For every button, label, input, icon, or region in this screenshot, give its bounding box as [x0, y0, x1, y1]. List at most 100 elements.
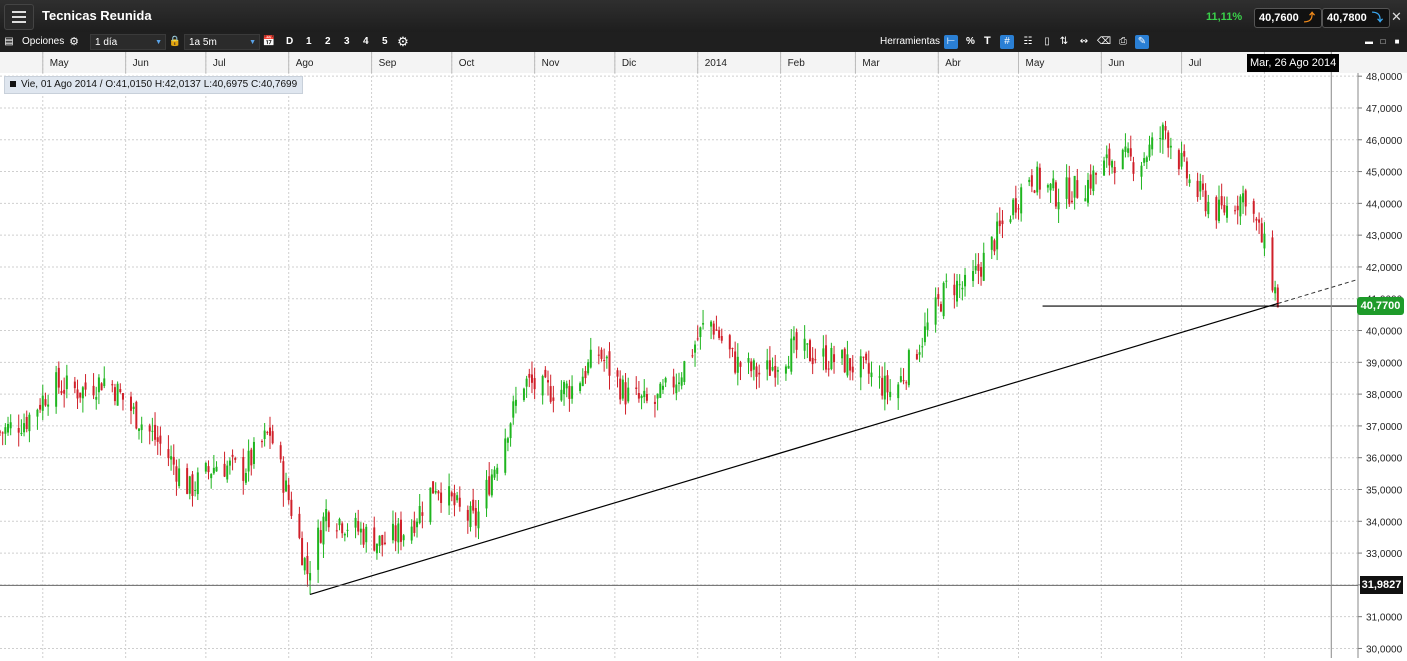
candle-body	[151, 430, 154, 432]
candle-body	[514, 399, 517, 406]
candle-tool-icon[interactable]: ▯	[1044, 36, 1050, 47]
candle-body	[178, 468, 181, 487]
candle-body	[712, 323, 715, 335]
print-icon[interactable]: ⎙	[1119, 36, 1127, 47]
candle-body	[210, 473, 213, 479]
candle-body	[849, 358, 852, 371]
price-chart[interactable]: May Jun Jul Ago Sep Oct Nov Dic 2014 Feb Mar Abr May…	[0, 52, 1407, 661]
close-icon[interactable]: ✕	[1391, 9, 1402, 24]
maximize-icon[interactable]: ■	[1394, 37, 1400, 46]
candle-body	[899, 376, 902, 382]
candle-body	[488, 476, 491, 495]
series-marker-icon	[10, 81, 16, 88]
candle-body	[568, 385, 571, 399]
candle-body	[977, 264, 980, 271]
candle-body	[1140, 165, 1143, 177]
indicator-tool-icon[interactable]: ↭	[1079, 36, 1089, 47]
candle-body	[346, 529, 349, 531]
gear-icon[interactable]: ⚙	[69, 36, 79, 48]
candle-body	[1030, 175, 1033, 187]
candle-body	[95, 396, 98, 400]
candle-body	[1215, 197, 1218, 221]
candle-body	[926, 322, 929, 330]
sell-price-button[interactable]: 40,7600 ⤴	[1254, 8, 1322, 28]
timeframe-select[interactable]: 1 día ▼	[90, 34, 166, 50]
candle-body	[1180, 152, 1183, 167]
minimize-icon[interactable]: ▬	[1365, 37, 1373, 46]
candle-body	[1274, 287, 1277, 294]
candle-body	[1255, 218, 1258, 221]
percent-tool[interactable]: %	[966, 36, 975, 47]
candle-body	[541, 376, 544, 396]
candle-body	[247, 450, 250, 472]
menu-icon[interactable]	[4, 4, 34, 30]
candle-body	[846, 354, 849, 376]
candle-body	[878, 376, 881, 378]
candle-body	[1132, 162, 1135, 174]
candle-body	[413, 520, 416, 533]
y-tick-label: 42,0000	[1366, 263, 1403, 274]
candle-body	[1143, 158, 1146, 163]
candle-body	[36, 409, 39, 417]
buy-price-button[interactable]: 40,7800 ⤵	[1322, 8, 1390, 28]
candle-body	[830, 347, 833, 370]
range-button-3[interactable]: 3	[344, 36, 350, 47]
eraser-icon[interactable]: ⌫	[1097, 36, 1112, 47]
candle-body	[1092, 170, 1095, 192]
candle-body	[1065, 177, 1068, 199]
candle-body	[1252, 201, 1255, 214]
candle-body	[843, 348, 846, 373]
fibonacci-tool-icon[interactable]: ☷	[1023, 36, 1033, 47]
range-button-4[interactable]: 4	[363, 36, 369, 47]
chart-area[interactable]: May Jun Jul Ago Sep Oct Nov Dic 2014 Feb Mar Abr May…	[0, 52, 1407, 661]
crosshair-tool-icon[interactable]: ⊢	[944, 35, 958, 49]
range-button-d[interactable]: D	[286, 36, 294, 47]
chevron-down-icon: ▼	[249, 39, 256, 46]
candle-body	[544, 369, 547, 378]
lock-icon[interactable]: 🔒	[168, 36, 182, 47]
candle-body	[1188, 179, 1191, 184]
candle-body	[1236, 205, 1239, 211]
restore-icon[interactable]: □	[1380, 37, 1386, 46]
grid-tool-icon[interactable]: #	[1000, 35, 1014, 49]
candle-body	[140, 424, 143, 431]
candle-body	[603, 360, 606, 362]
candle-body	[974, 265, 977, 271]
candle-body	[1271, 237, 1274, 291]
candle-body	[191, 474, 194, 496]
range-button-5[interactable]: 5	[382, 36, 388, 47]
candle-body	[327, 512, 330, 528]
candle-body	[25, 416, 28, 429]
compare-tool-icon[interactable]: ⇅	[1059, 36, 1069, 47]
candle-body	[675, 384, 678, 394]
candle-body	[97, 377, 100, 393]
candle-body	[996, 221, 999, 250]
candle-body	[841, 350, 844, 359]
candle-body	[450, 492, 453, 497]
range-button-2[interactable]: 2	[325, 36, 331, 47]
candle-body	[204, 462, 207, 472]
options-label[interactable]: Opciones	[22, 36, 65, 47]
candle-body	[357, 521, 360, 532]
candle-body	[57, 367, 60, 388]
candle-body	[1121, 149, 1124, 170]
candle-body	[635, 387, 638, 390]
drawing-tool-icon[interactable]: ✎	[1135, 35, 1149, 49]
candle-body	[889, 391, 892, 398]
candle-body	[410, 526, 413, 541]
text-tool[interactable]: T	[984, 35, 991, 47]
y-tick-label: 39,0000	[1366, 358, 1403, 369]
y-tick-label: 38,0000	[1366, 390, 1403, 401]
options-icon[interactable]: ▤	[4, 36, 14, 47]
candle-body	[154, 424, 157, 440]
candle-body	[683, 361, 686, 382]
candle-body	[1127, 148, 1130, 153]
candle-body	[1183, 151, 1186, 157]
candle-body	[795, 332, 798, 350]
settings-icon[interactable]: ⚙	[397, 34, 409, 49]
candle-body	[212, 467, 215, 474]
range-select[interactable]: 1a 5m ▼	[184, 34, 260, 50]
x-tick-label: Jul	[213, 58, 226, 69]
range-button-1[interactable]: 1	[306, 36, 312, 47]
calendar-icon[interactable]: 📅	[262, 36, 276, 47]
